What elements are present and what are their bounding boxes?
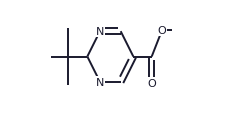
Text: O: O bbox=[147, 78, 156, 88]
Text: O: O bbox=[158, 26, 167, 36]
Text: N: N bbox=[96, 77, 104, 87]
Text: N: N bbox=[96, 27, 104, 37]
